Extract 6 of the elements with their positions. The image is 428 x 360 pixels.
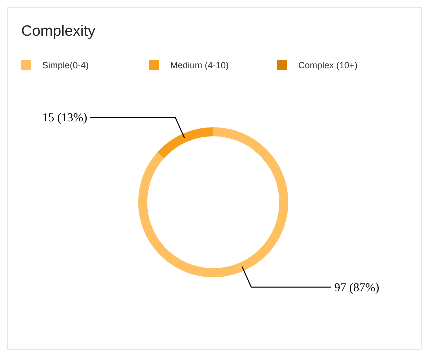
- legend-label: Simple(0-4): [42, 60, 90, 70]
- data-label: 97 (87%): [334, 280, 380, 294]
- legend-label: Medium (4-10): [170, 60, 230, 70]
- legend-label: Complex (10+): [298, 60, 358, 70]
- data-label: 15 (13%): [42, 110, 88, 125]
- chart-title: Complexity: [22, 23, 96, 40]
